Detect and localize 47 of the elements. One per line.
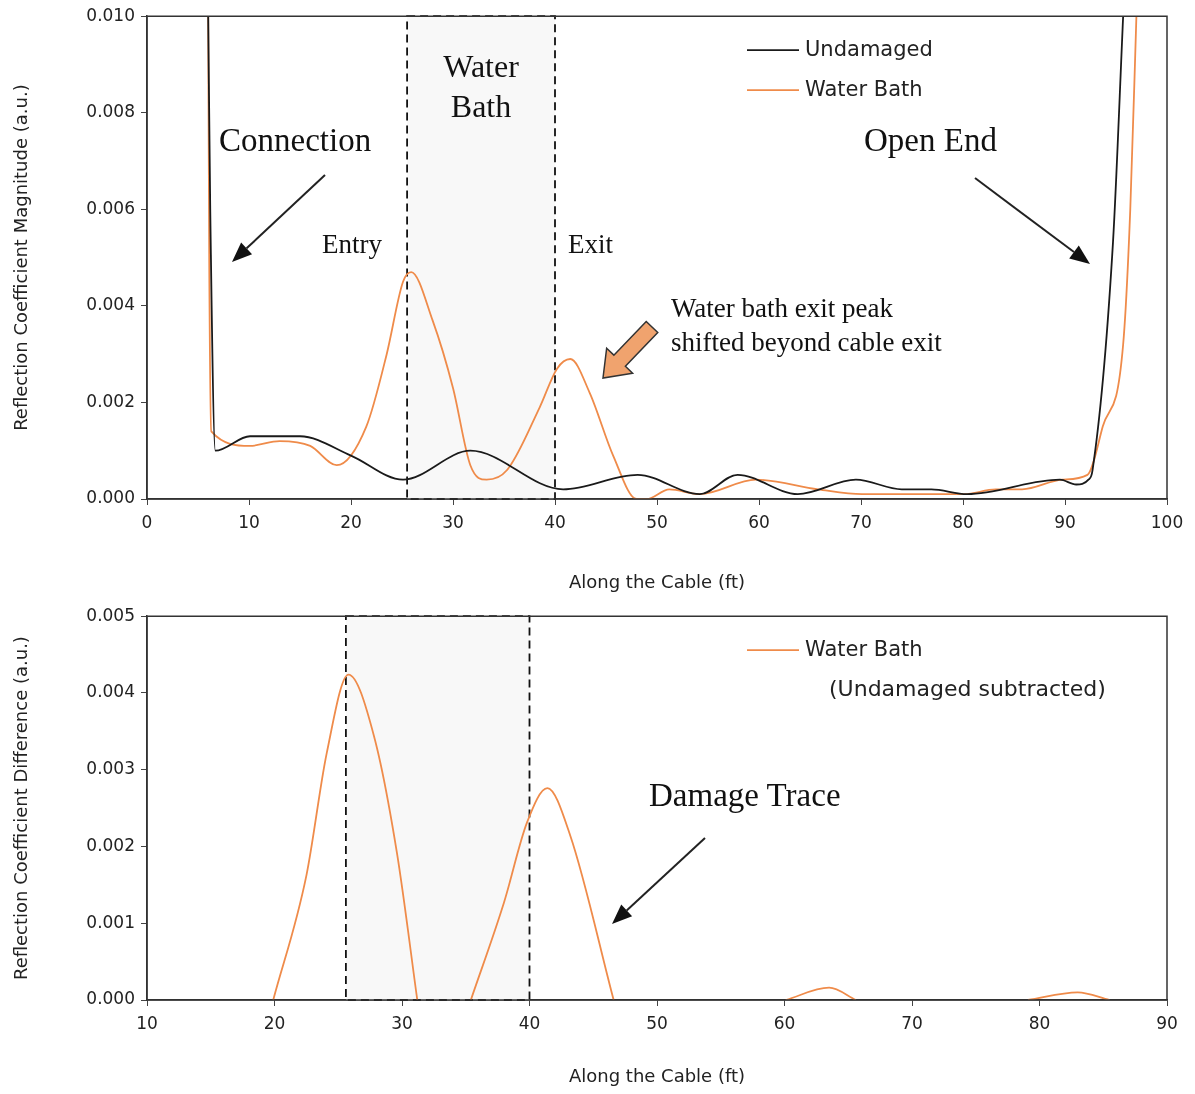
band-label: Water Bath (442, 47, 520, 127)
y-tick-label: 0.002 (86, 390, 135, 411)
x-axis-title: Along the Cable (ft) (568, 570, 746, 592)
x-tick-label: 30 (391, 1012, 413, 1033)
y-tick-label: 0.002 (86, 834, 135, 855)
annotation: (Undamaged subtracted) (829, 676, 1106, 701)
legend-label: Water Bath (805, 636, 923, 661)
x-tick-label: 60 (748, 511, 770, 532)
x-tick-label: 30 (442, 511, 464, 532)
y-tick-label: 0.000 (86, 487, 135, 508)
legend-label: Water Bath (805, 76, 923, 101)
y-tick-label: 0.005 (86, 604, 135, 625)
x-tick-label: 60 (773, 1012, 796, 1033)
x-tick-label: 20 (340, 511, 362, 532)
annotation: Open End (864, 122, 997, 159)
annotation: Exit (568, 229, 613, 260)
y-axis-title: Reflection Coefficient Difference (a.u.) (10, 636, 32, 981)
annotation: Connection (219, 122, 372, 159)
x-tick-label: 50 (646, 1012, 668, 1033)
y-tick-label: 0.003 (86, 758, 135, 779)
x-tick-label: 10 (136, 1012, 158, 1033)
y-tick-label: 0.004 (86, 294, 135, 315)
x-tick-label: 80 (1028, 1012, 1051, 1033)
x-tick-label: 20 (263, 1012, 286, 1033)
legend-label: Undamaged (805, 36, 933, 61)
y-axis-title: Reflection Coefficient Magnitude (a.u.) (10, 84, 32, 431)
x-tick-label: 70 (850, 511, 872, 532)
x-tick-label: 90 (1156, 1012, 1178, 1033)
y-tick-label: 0.004 (86, 681, 135, 702)
annotation: Damage Trace (649, 777, 841, 814)
x-tick-label: 0 (141, 511, 153, 532)
annotation: Water bath exit peak shifted beyond cable exit (671, 292, 943, 359)
annotation: Entry (322, 229, 382, 260)
x-tick-label: 90 (1054, 511, 1076, 532)
x-tick-label: 40 (544, 511, 566, 532)
x-tick-label: 80 (952, 511, 974, 532)
x-tick-label: 50 (646, 511, 668, 532)
y-tick-label: 0.001 (86, 911, 135, 932)
y-tick-label: 0.006 (86, 197, 135, 218)
x-tick-label: 10 (238, 511, 260, 532)
y-tick-label: 0.008 (86, 101, 135, 122)
y-tick-label: 0.000 (86, 988, 135, 1009)
x-axis-title: Along the Cable (ft) (568, 1064, 746, 1086)
x-tick-label: 70 (901, 1012, 923, 1033)
x-tick-label: 100 (1150, 511, 1184, 532)
x-tick-label: 40 (518, 1012, 541, 1033)
y-tick-label: 0.010 (86, 4, 135, 25)
